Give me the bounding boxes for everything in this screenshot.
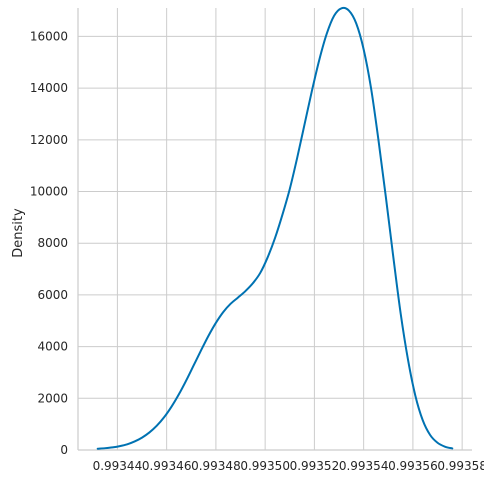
x-tick-label: 0.99354 [339, 459, 389, 473]
y-axis-label: Density [11, 208, 26, 258]
x-tick-label: 0.99346 [142, 459, 192, 473]
axes [77, 8, 472, 451]
y-tick-label: 8000 [37, 236, 68, 250]
y-tick-label: 10000 [30, 185, 68, 199]
x-tick-label: 0.99344 [93, 459, 143, 473]
x-tick-labels: 0.99344 0.99346 0.99348 0.99350 0.99352 0.993… [93, 459, 484, 473]
x-tick-label: 0.99352 [290, 459, 340, 473]
y-tick-label: 0 [60, 443, 68, 457]
x-tick-label: 0.99356 [388, 459, 438, 473]
y-tick-label: 14000 [30, 81, 68, 95]
y-tick-label: 16000 [30, 29, 68, 43]
x-tick-label: 0.99350 [240, 459, 290, 473]
x-tick-label: 0.99348 [191, 459, 241, 473]
y-tick-label: 6000 [37, 288, 68, 302]
density-line [96, 6, 454, 450]
x-tick-label: 0.99358 [437, 459, 484, 473]
grid [78, 8, 472, 451]
y-tick-label: 12000 [30, 133, 68, 147]
y-tick-labels: 0 2000 4000 6000 8000 10000 12000 14000 16000 [30, 29, 68, 457]
y-tick-label: 2000 [37, 391, 68, 405]
y-tick-label: 4000 [37, 340, 68, 354]
series [96, 6, 454, 450]
